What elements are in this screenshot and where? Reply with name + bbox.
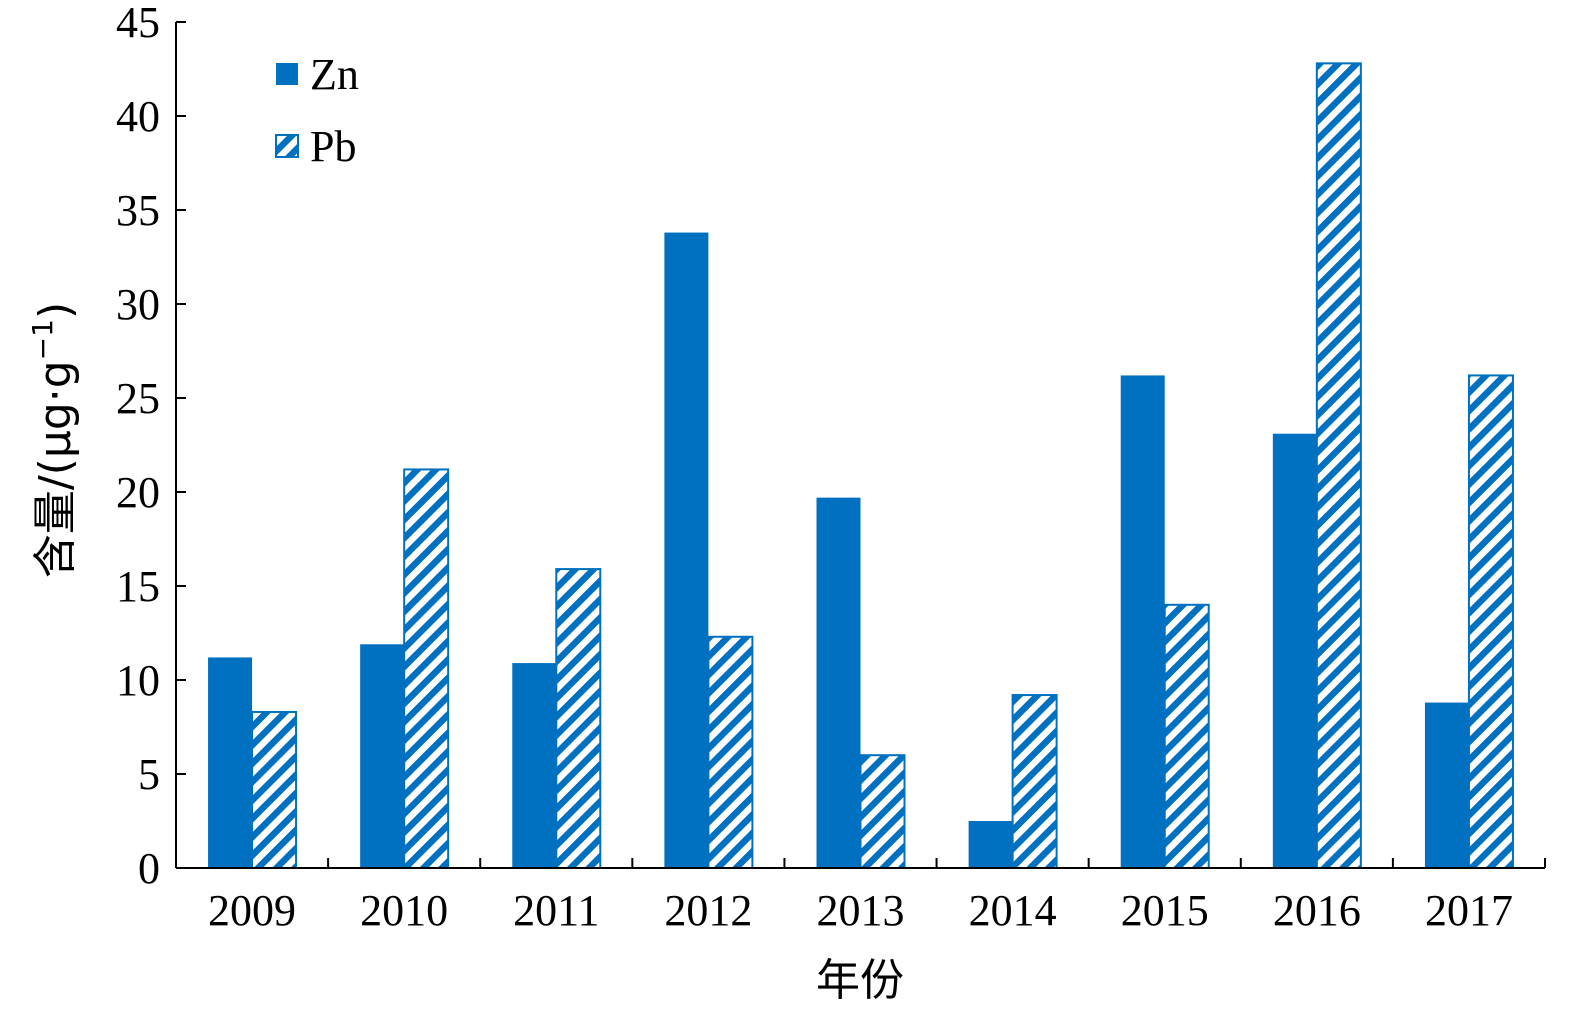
bar-pb-2016 <box>1315 62 1362 870</box>
x-tick-label-2017: 2017 <box>1425 886 1513 935</box>
bar-pb-2011 <box>555 568 602 870</box>
x-tick-label-2012: 2012 <box>664 886 752 935</box>
x-tick-label-2010: 2010 <box>360 886 448 935</box>
legend-label-pb: Pb <box>310 122 356 171</box>
bars-layer <box>208 62 1514 870</box>
legend-swatch-pb <box>275 134 299 158</box>
legend-swatch-zn <box>276 63 298 85</box>
bar-zn-2015 <box>1120 375 1165 868</box>
bar-pb-2009 <box>251 710 298 870</box>
bar-zn-2010 <box>360 644 405 868</box>
y-tick-label-10: 10 <box>116 656 160 705</box>
bar-zn-2012 <box>664 232 709 868</box>
x-tick-label-2015: 2015 <box>1121 886 1209 935</box>
bar-pb-2014 <box>1011 694 1058 869</box>
x-tick-label-2011: 2011 <box>513 886 599 935</box>
bar-pb-2017 <box>1467 374 1514 869</box>
y-tick-label-15: 15 <box>116 562 160 611</box>
bar-pb-2012 <box>707 635 754 870</box>
legend-label-zn: Zn <box>310 50 359 99</box>
bar-zn-2011 <box>512 663 557 868</box>
y-tick-label-45: 45 <box>116 0 160 47</box>
bar-zn-2009 <box>208 657 253 868</box>
y-axis-title: 含量/(μg·g−1) <box>26 302 81 578</box>
x-tick-label-2009: 2009 <box>208 886 296 935</box>
y-tick-label-35: 35 <box>116 186 160 235</box>
y-tick-label-30: 30 <box>116 280 160 329</box>
axes-layer: 2009 2010 2011 2012 2013 2014 2015 2016 20170510… <box>116 0 1546 935</box>
y-axis-title-close: ) <box>30 302 81 319</box>
y-tick-label-20: 20 <box>116 468 160 517</box>
bar-pb-2010 <box>403 468 450 869</box>
y-axis-title-main: 含量/(μg·g <box>30 360 81 578</box>
bar-zn-2013 <box>816 497 861 868</box>
x-tick-label-2016: 2016 <box>1273 886 1361 935</box>
legend: Zn Pb <box>275 50 359 171</box>
y-tick-label-40: 40 <box>116 92 160 141</box>
x-axis-title: 年份 <box>816 955 904 1006</box>
y-axis-title-superscript: −1 <box>26 319 59 360</box>
x-tick-label-2013: 2013 <box>817 886 905 935</box>
bar-zn-2016 <box>1272 433 1317 868</box>
bar-pb-2013 <box>859 754 906 870</box>
bar-pb-2015 <box>1163 603 1210 869</box>
x-tick-label-2014: 2014 <box>969 886 1057 935</box>
bar-zn-2017 <box>1424 702 1469 868</box>
y-tick-label-5: 5 <box>138 750 160 799</box>
bar-zn-2014 <box>968 821 1013 868</box>
y-tick-label-25: 25 <box>116 374 160 423</box>
y-tick-label-0: 0 <box>138 844 160 893</box>
